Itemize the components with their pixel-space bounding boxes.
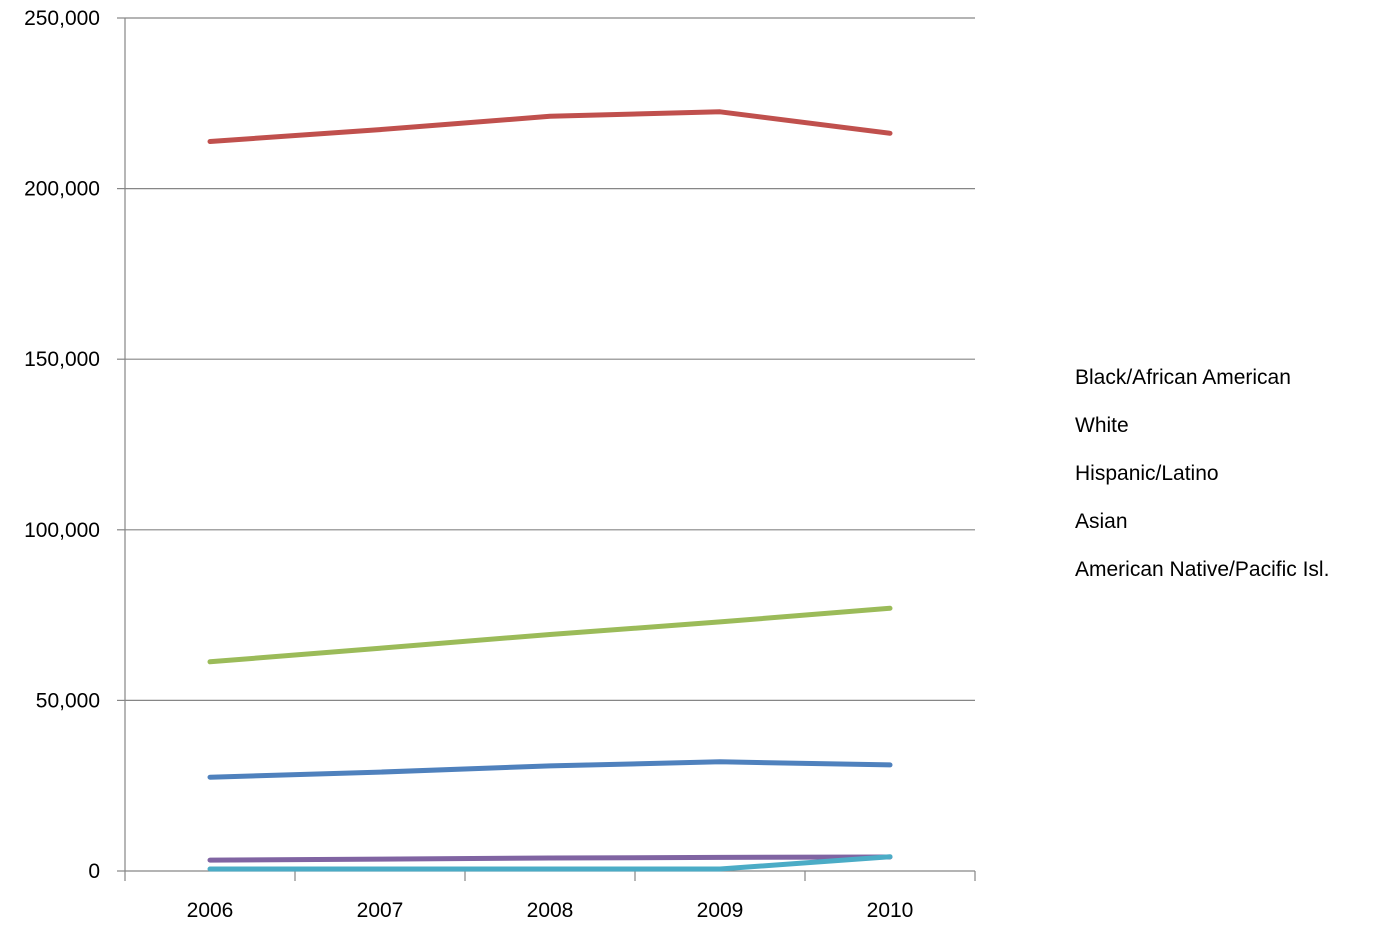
y-tick-label: 0	[88, 860, 100, 883]
legend-entry: Black/African American	[1075, 366, 1291, 389]
y-tick-label: 50,000	[36, 689, 100, 712]
legend-entry: Hispanic/Latino	[1075, 462, 1219, 485]
y-tick-label: 150,000	[24, 348, 100, 371]
series-line-hispanic-latino	[207, 605, 893, 665]
series-line-black-african-american	[207, 759, 893, 780]
x-tick-label: 2006	[187, 899, 234, 922]
x-tick-label: 2007	[357, 899, 404, 922]
series-lines	[207, 109, 893, 872]
series-line-white	[207, 109, 893, 144]
x-tick-label: 2009	[697, 899, 744, 922]
axes: 0 50,000 100,000 150,000 200,000 250,000 2006 2…	[24, 7, 976, 922]
legend-entry: American Native/Pacific Isl.	[1075, 558, 1329, 581]
legend-entry: Asian	[1075, 510, 1128, 533]
legend: Black/African American White Hispanic/Lati…	[1075, 366, 1329, 581]
y-tick-label: 200,000	[24, 178, 100, 201]
y-tick-label: 100,000	[24, 519, 100, 542]
series-line-american-native-pacific-isl	[207, 854, 893, 872]
gridlines	[125, 17, 975, 702]
x-tick-label: 2010	[867, 899, 914, 922]
legend-entry: White	[1075, 414, 1129, 437]
series-line-asian	[207, 854, 893, 863]
y-tick-label: 250,000	[24, 7, 100, 30]
x-tick-label: 2008	[527, 899, 574, 922]
